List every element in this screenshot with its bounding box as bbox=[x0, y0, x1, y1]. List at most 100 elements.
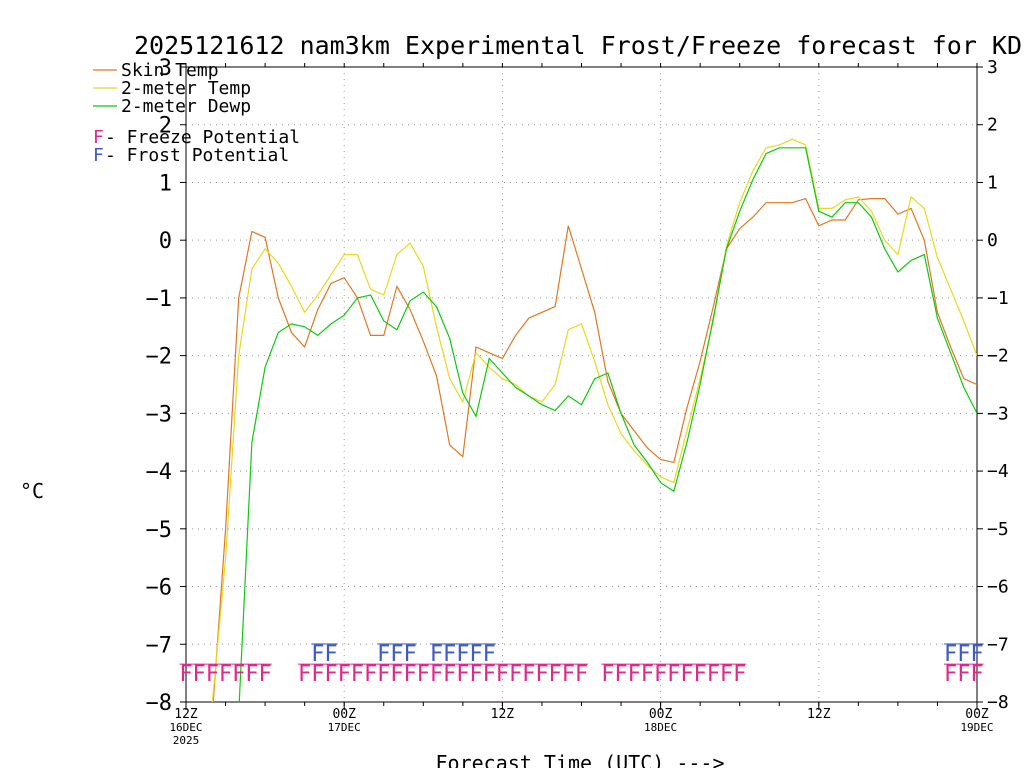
potential-legend-symbol: F bbox=[93, 145, 104, 166]
freeze-potential-marker: F bbox=[258, 662, 271, 687]
frost-potential-marker: F bbox=[443, 642, 456, 667]
y-tick-label-left: −7 bbox=[146, 633, 173, 658]
freeze-potential-marker: F bbox=[324, 662, 337, 687]
x-tick-label: 17DEC bbox=[328, 721, 361, 734]
freeze-potential-marker: F bbox=[614, 662, 627, 687]
y-tick-label-right: −2 bbox=[987, 346, 1009, 367]
y-tick-label-left: −2 bbox=[146, 345, 173, 370]
y-tick-label-right: −3 bbox=[987, 403, 1009, 424]
x-tick-label: 12Z bbox=[491, 707, 515, 722]
y-tick-label-left: −5 bbox=[146, 518, 173, 543]
freeze-potential-marker: F bbox=[535, 662, 548, 687]
x-tick-label: 00Z bbox=[649, 707, 673, 722]
freeze-potential-marker: F bbox=[707, 662, 720, 687]
x-axis-label: Forecast Time (UTC) ---> bbox=[436, 751, 725, 768]
frost-potential-marker: F bbox=[377, 642, 390, 667]
freeze-potential-marker: F bbox=[298, 662, 311, 687]
freeze-potential-marker: F bbox=[430, 662, 443, 687]
freeze-potential-marker: F bbox=[680, 662, 693, 687]
frost-potential-marker: F bbox=[944, 642, 957, 667]
y-tick-label-left: 2 bbox=[159, 114, 172, 139]
freeze-potential-marker: F bbox=[469, 662, 482, 687]
frost-potential-marker: F bbox=[469, 642, 482, 667]
freeze-potential-marker: F bbox=[957, 662, 970, 687]
freeze-potential-marker: F bbox=[456, 662, 469, 687]
y-tick-label-right: 2 bbox=[987, 115, 998, 136]
x-tick-label: 2025 bbox=[173, 734, 200, 747]
freeze-potential-marker: F bbox=[496, 662, 509, 687]
y-axis-label: °C bbox=[20, 479, 44, 503]
legend-label: 2-meter Dewp bbox=[121, 96, 251, 117]
frost-potential-marker: F bbox=[324, 642, 337, 667]
freeze-potential-marker: F bbox=[970, 662, 983, 687]
freeze-potential-marker: F bbox=[179, 662, 192, 687]
freeze-potential-marker: F bbox=[654, 662, 667, 687]
freeze-potential-marker: F bbox=[549, 662, 562, 687]
x-tick-label: 16DEC bbox=[169, 721, 202, 734]
skin-temp-line bbox=[212, 197, 977, 702]
potential-legend-label: - Freeze Potential bbox=[105, 127, 300, 148]
frost-potential-marker: F bbox=[403, 642, 416, 667]
freeze-potential-marker: F bbox=[417, 662, 430, 687]
freeze-potential-marker: F bbox=[193, 662, 206, 687]
x-tick-label: 19DEC bbox=[960, 721, 993, 734]
frost-potential-marker: F bbox=[970, 642, 983, 667]
freeze-potential-marker: F bbox=[403, 662, 416, 687]
x-tick-label: 12Z bbox=[174, 707, 198, 722]
freeze-potential-marker: F bbox=[338, 662, 351, 687]
y-tick-label-left: −8 bbox=[146, 691, 173, 716]
x-tick-label: 00Z bbox=[332, 707, 356, 722]
frost-potential-marker: F bbox=[483, 642, 496, 667]
frost-potential-marker: F bbox=[430, 642, 443, 667]
y-tick-label-right: −6 bbox=[987, 577, 1009, 598]
freeze-potential-marker: F bbox=[641, 662, 654, 687]
x-tick-label: 00Z bbox=[965, 707, 989, 722]
freeze-potential-marker: F bbox=[733, 662, 746, 687]
y-tick-label-right: −7 bbox=[987, 634, 1009, 655]
freeze-potential-marker: F bbox=[390, 662, 403, 687]
freeze-potential-marker: F bbox=[311, 662, 324, 687]
y-tick-label-left: 3 bbox=[159, 56, 172, 81]
chart-title: 2025121612 nam3km Experimental Frost/Fre… bbox=[134, 31, 1024, 60]
y-tick-label-left: −3 bbox=[146, 402, 173, 427]
y-tick-label-right: −5 bbox=[987, 519, 1009, 540]
axis-ticks: −8 −8 −7 −7 −6 −6 −5 −5 −4 −4 −3 −3 −2 −2 −1 −1 0 0 1 1 2 2 3 3… bbox=[146, 56, 1009, 747]
freeze-potential-marker: F bbox=[377, 662, 390, 687]
y-tick-label-left: −4 bbox=[146, 460, 173, 485]
legend-label: 2-meter Temp bbox=[121, 78, 251, 99]
freeze-potential-marker: F bbox=[628, 662, 641, 687]
2-meter-temp-line bbox=[211, 138, 977, 702]
freeze-potential-marker: F bbox=[351, 662, 364, 687]
y-tick-label-right: −1 bbox=[987, 288, 1009, 309]
y-tick-label-left: 0 bbox=[159, 229, 172, 254]
x-tick-label: 12Z bbox=[807, 707, 831, 722]
freeze-potential-marker: F bbox=[667, 662, 680, 687]
freeze-potential-marker: F bbox=[575, 662, 588, 687]
freeze-potential-marker: F bbox=[509, 662, 522, 687]
potential-legend-label: - Frost Potential bbox=[105, 145, 289, 166]
potential-legend-symbol: F bbox=[93, 127, 104, 148]
freeze-potential-marker: F bbox=[944, 662, 957, 687]
frost-potential-marker: F bbox=[390, 642, 403, 667]
freeze-potential-marker: F bbox=[364, 662, 377, 687]
frost-potential-marker: F bbox=[456, 642, 469, 667]
freeze-potential-marker: F bbox=[522, 662, 535, 687]
potential-markers: F F F F F F F F F F F F FF F F F F F F F F F F F F F F F F F F F F F F F F F F… bbox=[179, 642, 983, 687]
freeze-potential-marker: F bbox=[245, 662, 258, 687]
freeze-potential-marker: F bbox=[562, 662, 575, 687]
freeze-potential-marker: F bbox=[443, 662, 456, 687]
freeze-potential-marker: F bbox=[720, 662, 733, 687]
freeze-potential-marker: F bbox=[232, 662, 245, 687]
freeze-potential-marker: F bbox=[219, 662, 232, 687]
y-tick-label-right: 0 bbox=[987, 230, 998, 251]
y-tick-label-left: 1 bbox=[159, 171, 172, 196]
freeze-potential-marker: F bbox=[206, 662, 219, 687]
legend-label: Skin Temp bbox=[121, 60, 219, 81]
freeze-potential-marker: F bbox=[694, 662, 707, 687]
2-meter-dewp-line bbox=[238, 147, 977, 702]
y-tick-label-right: −8 bbox=[987, 692, 1009, 713]
y-tick-label-left: −1 bbox=[146, 287, 173, 312]
y-tick-label-left: −6 bbox=[146, 576, 173, 601]
freeze-potential-marker: F bbox=[483, 662, 496, 687]
